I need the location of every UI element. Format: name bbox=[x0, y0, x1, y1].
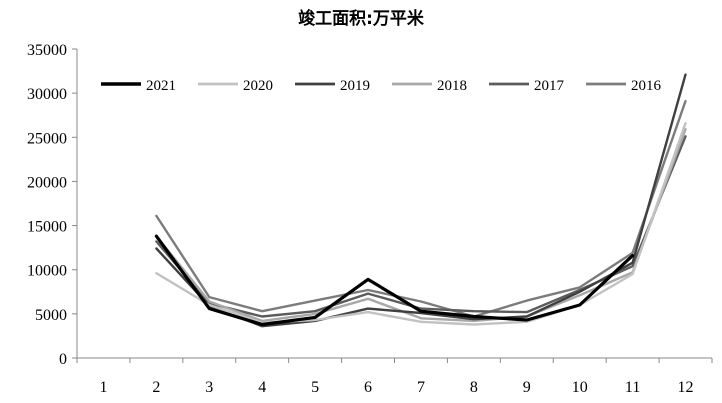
y-tick-label: 15000 bbox=[27, 219, 67, 236]
y-tick-label: 20000 bbox=[27, 174, 67, 191]
x-tick-label: 6 bbox=[364, 379, 372, 396]
series-line-2018 bbox=[155, 128, 687, 323]
legend-label: 2018 bbox=[437, 78, 467, 94]
x-tick-label: 8 bbox=[470, 379, 478, 396]
x-tick-label: 3 bbox=[205, 379, 213, 396]
x-tick-label: 4 bbox=[258, 379, 266, 396]
legend-label: 2019 bbox=[340, 78, 370, 94]
x-tick-label: 2 bbox=[152, 379, 160, 396]
x-tick-label: 7 bbox=[417, 379, 425, 396]
legend-label: 2016 bbox=[631, 78, 662, 94]
legend-label: 2017 bbox=[534, 78, 565, 94]
x-tick-label: 5 bbox=[311, 379, 319, 396]
y-tick-label: 5000 bbox=[35, 307, 67, 324]
legend-label: 2020 bbox=[243, 78, 273, 94]
x-tick-label: 11 bbox=[625, 379, 640, 396]
y-tick-label: 10000 bbox=[27, 263, 67, 280]
x-tick-label: 10 bbox=[572, 379, 588, 396]
y-tick-label: 30000 bbox=[27, 86, 67, 103]
chart-title: 竣工面积:万平米 bbox=[298, 9, 424, 29]
y-tick-label: 25000 bbox=[27, 130, 67, 147]
series-line-2021 bbox=[154, 234, 635, 327]
x-tick-label: 1 bbox=[99, 379, 107, 396]
x-tick-label: 9 bbox=[523, 379, 531, 396]
legend-label: 2021 bbox=[146, 78, 176, 94]
y-tick-label: 0 bbox=[59, 351, 67, 368]
y-tick-label: 35000 bbox=[27, 42, 67, 59]
series-line-2016 bbox=[155, 99, 687, 318]
series-line-2020 bbox=[155, 122, 687, 326]
x-tick-label: 12 bbox=[678, 379, 694, 396]
